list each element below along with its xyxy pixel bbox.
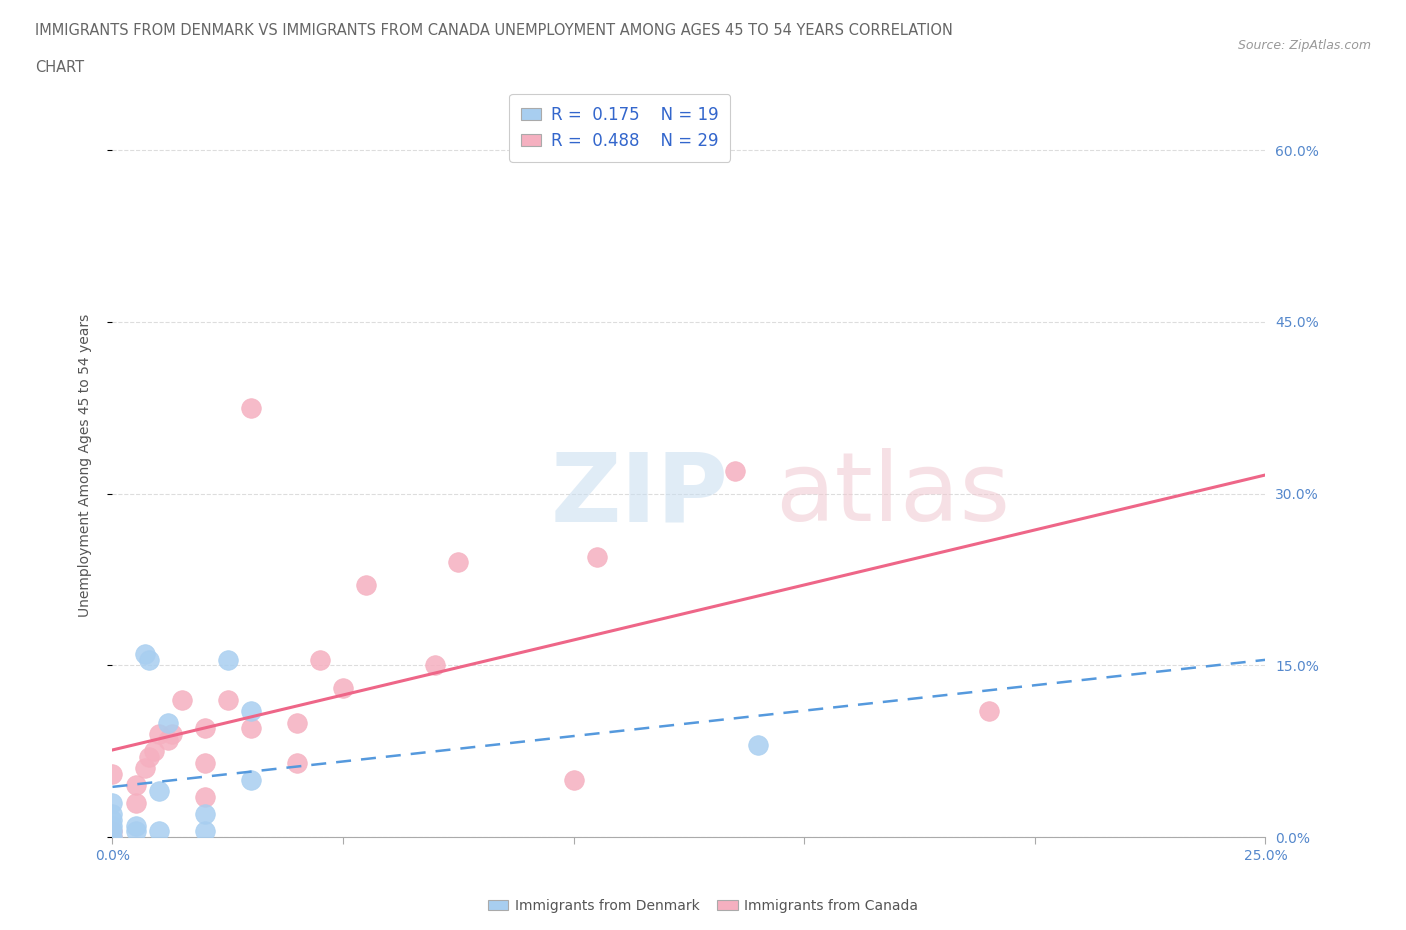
Point <box>194 824 217 839</box>
Point <box>447 555 470 570</box>
Point <box>148 784 170 799</box>
Text: CHART: CHART <box>35 60 84 75</box>
Point <box>332 681 354 696</box>
Point <box>101 795 124 810</box>
Point <box>239 721 262 736</box>
Point <box>101 766 124 781</box>
Point <box>170 692 193 707</box>
Point <box>747 738 769 753</box>
Point <box>285 755 308 770</box>
Point <box>724 463 747 478</box>
Point <box>101 818 124 833</box>
Point <box>138 750 160 764</box>
Point <box>156 732 179 747</box>
Point <box>354 578 377 592</box>
Point <box>239 772 262 787</box>
Point <box>425 658 447 672</box>
Point <box>239 704 262 719</box>
Point <box>194 721 217 736</box>
Point <box>101 824 124 839</box>
Point <box>143 744 166 759</box>
Point <box>562 772 585 787</box>
Point <box>124 795 146 810</box>
Point <box>194 790 217 804</box>
Point <box>124 824 146 839</box>
Point <box>101 830 124 844</box>
Point <box>138 652 160 667</box>
Point <box>124 778 146 793</box>
Point <box>217 652 239 667</box>
Point <box>134 761 156 776</box>
Point <box>285 715 308 730</box>
Text: IMMIGRANTS FROM DENMARK VS IMMIGRANTS FROM CANADA UNEMPLOYMENT AMONG AGES 45 TO : IMMIGRANTS FROM DENMARK VS IMMIGRANTS FR… <box>35 23 953 38</box>
Point <box>124 818 146 833</box>
Point <box>101 830 124 844</box>
Point <box>194 806 217 821</box>
Y-axis label: Unemployment Among Ages 45 to 54 years: Unemployment Among Ages 45 to 54 years <box>77 313 91 617</box>
Point <box>585 549 607 564</box>
Text: ZIP: ZIP <box>551 448 728 541</box>
Text: Source: ZipAtlas.com: Source: ZipAtlas.com <box>1237 39 1371 52</box>
Point <box>977 704 1000 719</box>
Point <box>101 813 124 828</box>
Point <box>309 652 332 667</box>
Point <box>134 646 156 661</box>
Point <box>148 726 170 741</box>
Point <box>101 824 124 839</box>
Point <box>217 692 239 707</box>
Legend: R =  0.175    N = 19, R =  0.488    N = 29: R = 0.175 N = 19, R = 0.488 N = 29 <box>509 94 730 162</box>
Point <box>194 755 217 770</box>
Point <box>162 726 184 741</box>
Point <box>239 400 262 415</box>
Point <box>156 715 179 730</box>
Point <box>148 824 170 839</box>
Point <box>101 806 124 821</box>
Legend: Immigrants from Denmark, Immigrants from Canada: Immigrants from Denmark, Immigrants from… <box>482 894 924 919</box>
Text: atlas: atlas <box>776 448 1011 541</box>
